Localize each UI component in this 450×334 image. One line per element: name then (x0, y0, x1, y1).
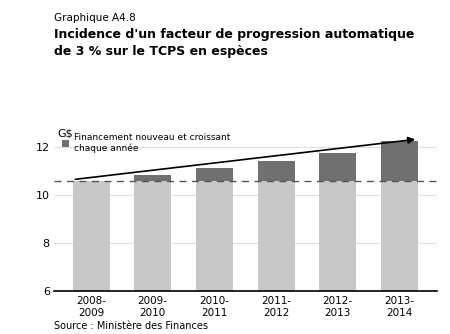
Bar (72, 181, 109, 291)
Bar (320, 153, 356, 181)
Bar (134, 175, 171, 181)
Legend: Financement nouveau et croissant
chaque année: Financement nouveau et croissant chaque … (58, 130, 234, 157)
Bar (196, 181, 233, 291)
Bar (196, 168, 233, 181)
Text: G$: G$ (57, 128, 73, 138)
Bar (134, 181, 171, 291)
Text: Incidence d'un facteur de progression automatique
de 3 % sur le TCPS en espèces: Incidence d'un facteur de progression au… (54, 28, 414, 58)
Bar (257, 161, 295, 181)
Bar (257, 181, 295, 291)
Bar (381, 181, 418, 291)
Bar (381, 142, 418, 181)
Text: Source : Ministère des Finances: Source : Ministère des Finances (54, 321, 208, 331)
Bar (320, 181, 356, 291)
Text: Graphique A4.8: Graphique A4.8 (54, 13, 136, 23)
